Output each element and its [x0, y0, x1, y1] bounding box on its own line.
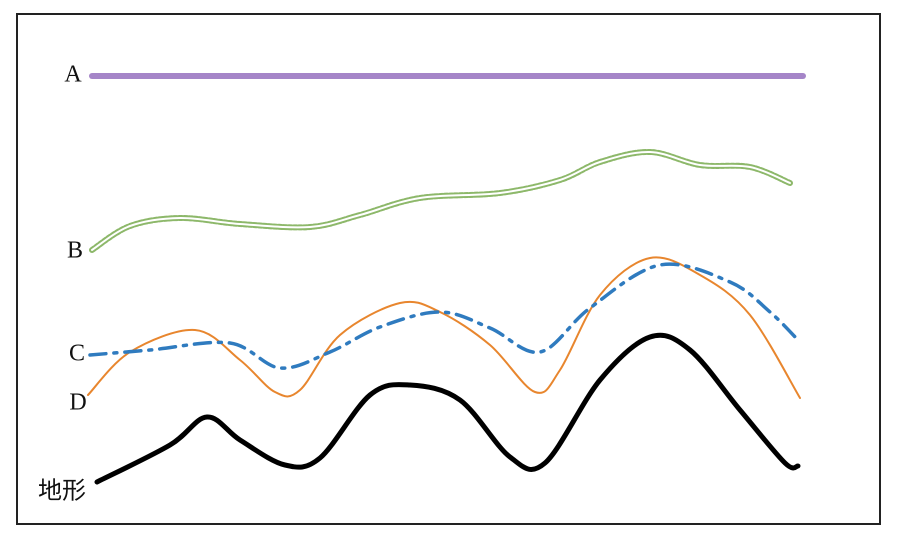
label-terrain: 地形	[38, 478, 86, 505]
path-c	[88, 262, 800, 370]
paths	[87, 72, 806, 485]
path-terrain	[94, 332, 801, 485]
label-a: A	[64, 62, 82, 88]
frame	[16, 13, 881, 525]
path-b-inner	[91, 150, 791, 251]
label-b: B	[67, 238, 83, 264]
path-d	[87, 256, 801, 399]
label-d: D	[69, 390, 86, 416]
label-c: C	[69, 341, 85, 367]
